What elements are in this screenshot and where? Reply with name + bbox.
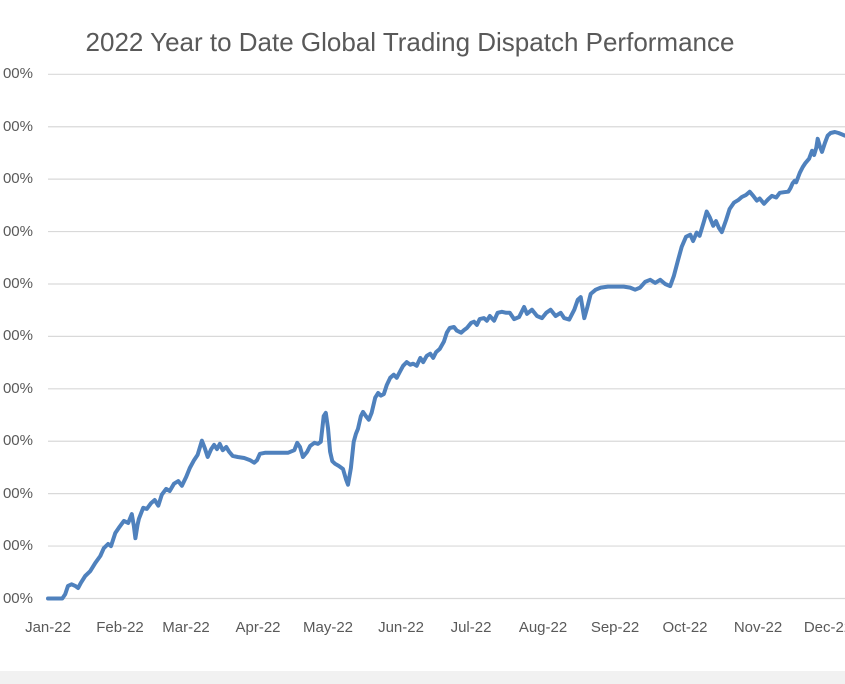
y-axis-tick-label: 00% xyxy=(2,65,33,83)
x-axis-tick-label: Jun-22 xyxy=(378,619,424,636)
x-axis-tick-label: Mar-22 xyxy=(162,619,210,636)
x-axis-tick-label: Nov-22 xyxy=(733,619,783,636)
y-axis-tick-label: 00% xyxy=(2,327,33,345)
x-axis-tick-label: Aug-22 xyxy=(518,619,568,636)
y-axis-tick-label: 00% xyxy=(2,537,33,555)
series-line xyxy=(46,130,845,601)
y-axis-tick-label: 00% xyxy=(2,170,33,188)
x-axis-tick-label: Sep-22 xyxy=(590,619,640,636)
y-axis-tick-label: 00% xyxy=(2,274,33,292)
y-axis-tick-label: 00% xyxy=(2,379,33,397)
bottom-bar xyxy=(0,671,845,684)
x-axis-tick-label: Jan-22 xyxy=(25,619,71,636)
y-axis-tick-label: 00% xyxy=(2,222,33,240)
y-axis-tick-label: 00% xyxy=(2,589,33,607)
x-axis-tick-label: Apr-22 xyxy=(235,619,281,636)
x-axis-tick-label: Jul-22 xyxy=(450,619,492,636)
x-axis-tick-label: May-22 xyxy=(302,619,354,636)
x-axis-tick-label: Oct-22 xyxy=(662,619,708,636)
y-axis-tick-label: 00% xyxy=(2,432,33,450)
performance-line-series xyxy=(46,130,845,601)
gridlines xyxy=(48,73,845,600)
x-axis-tick-label: Dec-22 xyxy=(803,619,845,636)
x-axis-tick-label: Feb-22 xyxy=(96,619,144,636)
chart-title: 2022 Year to Date Global Trading Dispatc… xyxy=(85,27,735,57)
y-axis-tick-label: 00% xyxy=(2,484,33,502)
y-axis-tick-label: 00% xyxy=(2,117,33,135)
